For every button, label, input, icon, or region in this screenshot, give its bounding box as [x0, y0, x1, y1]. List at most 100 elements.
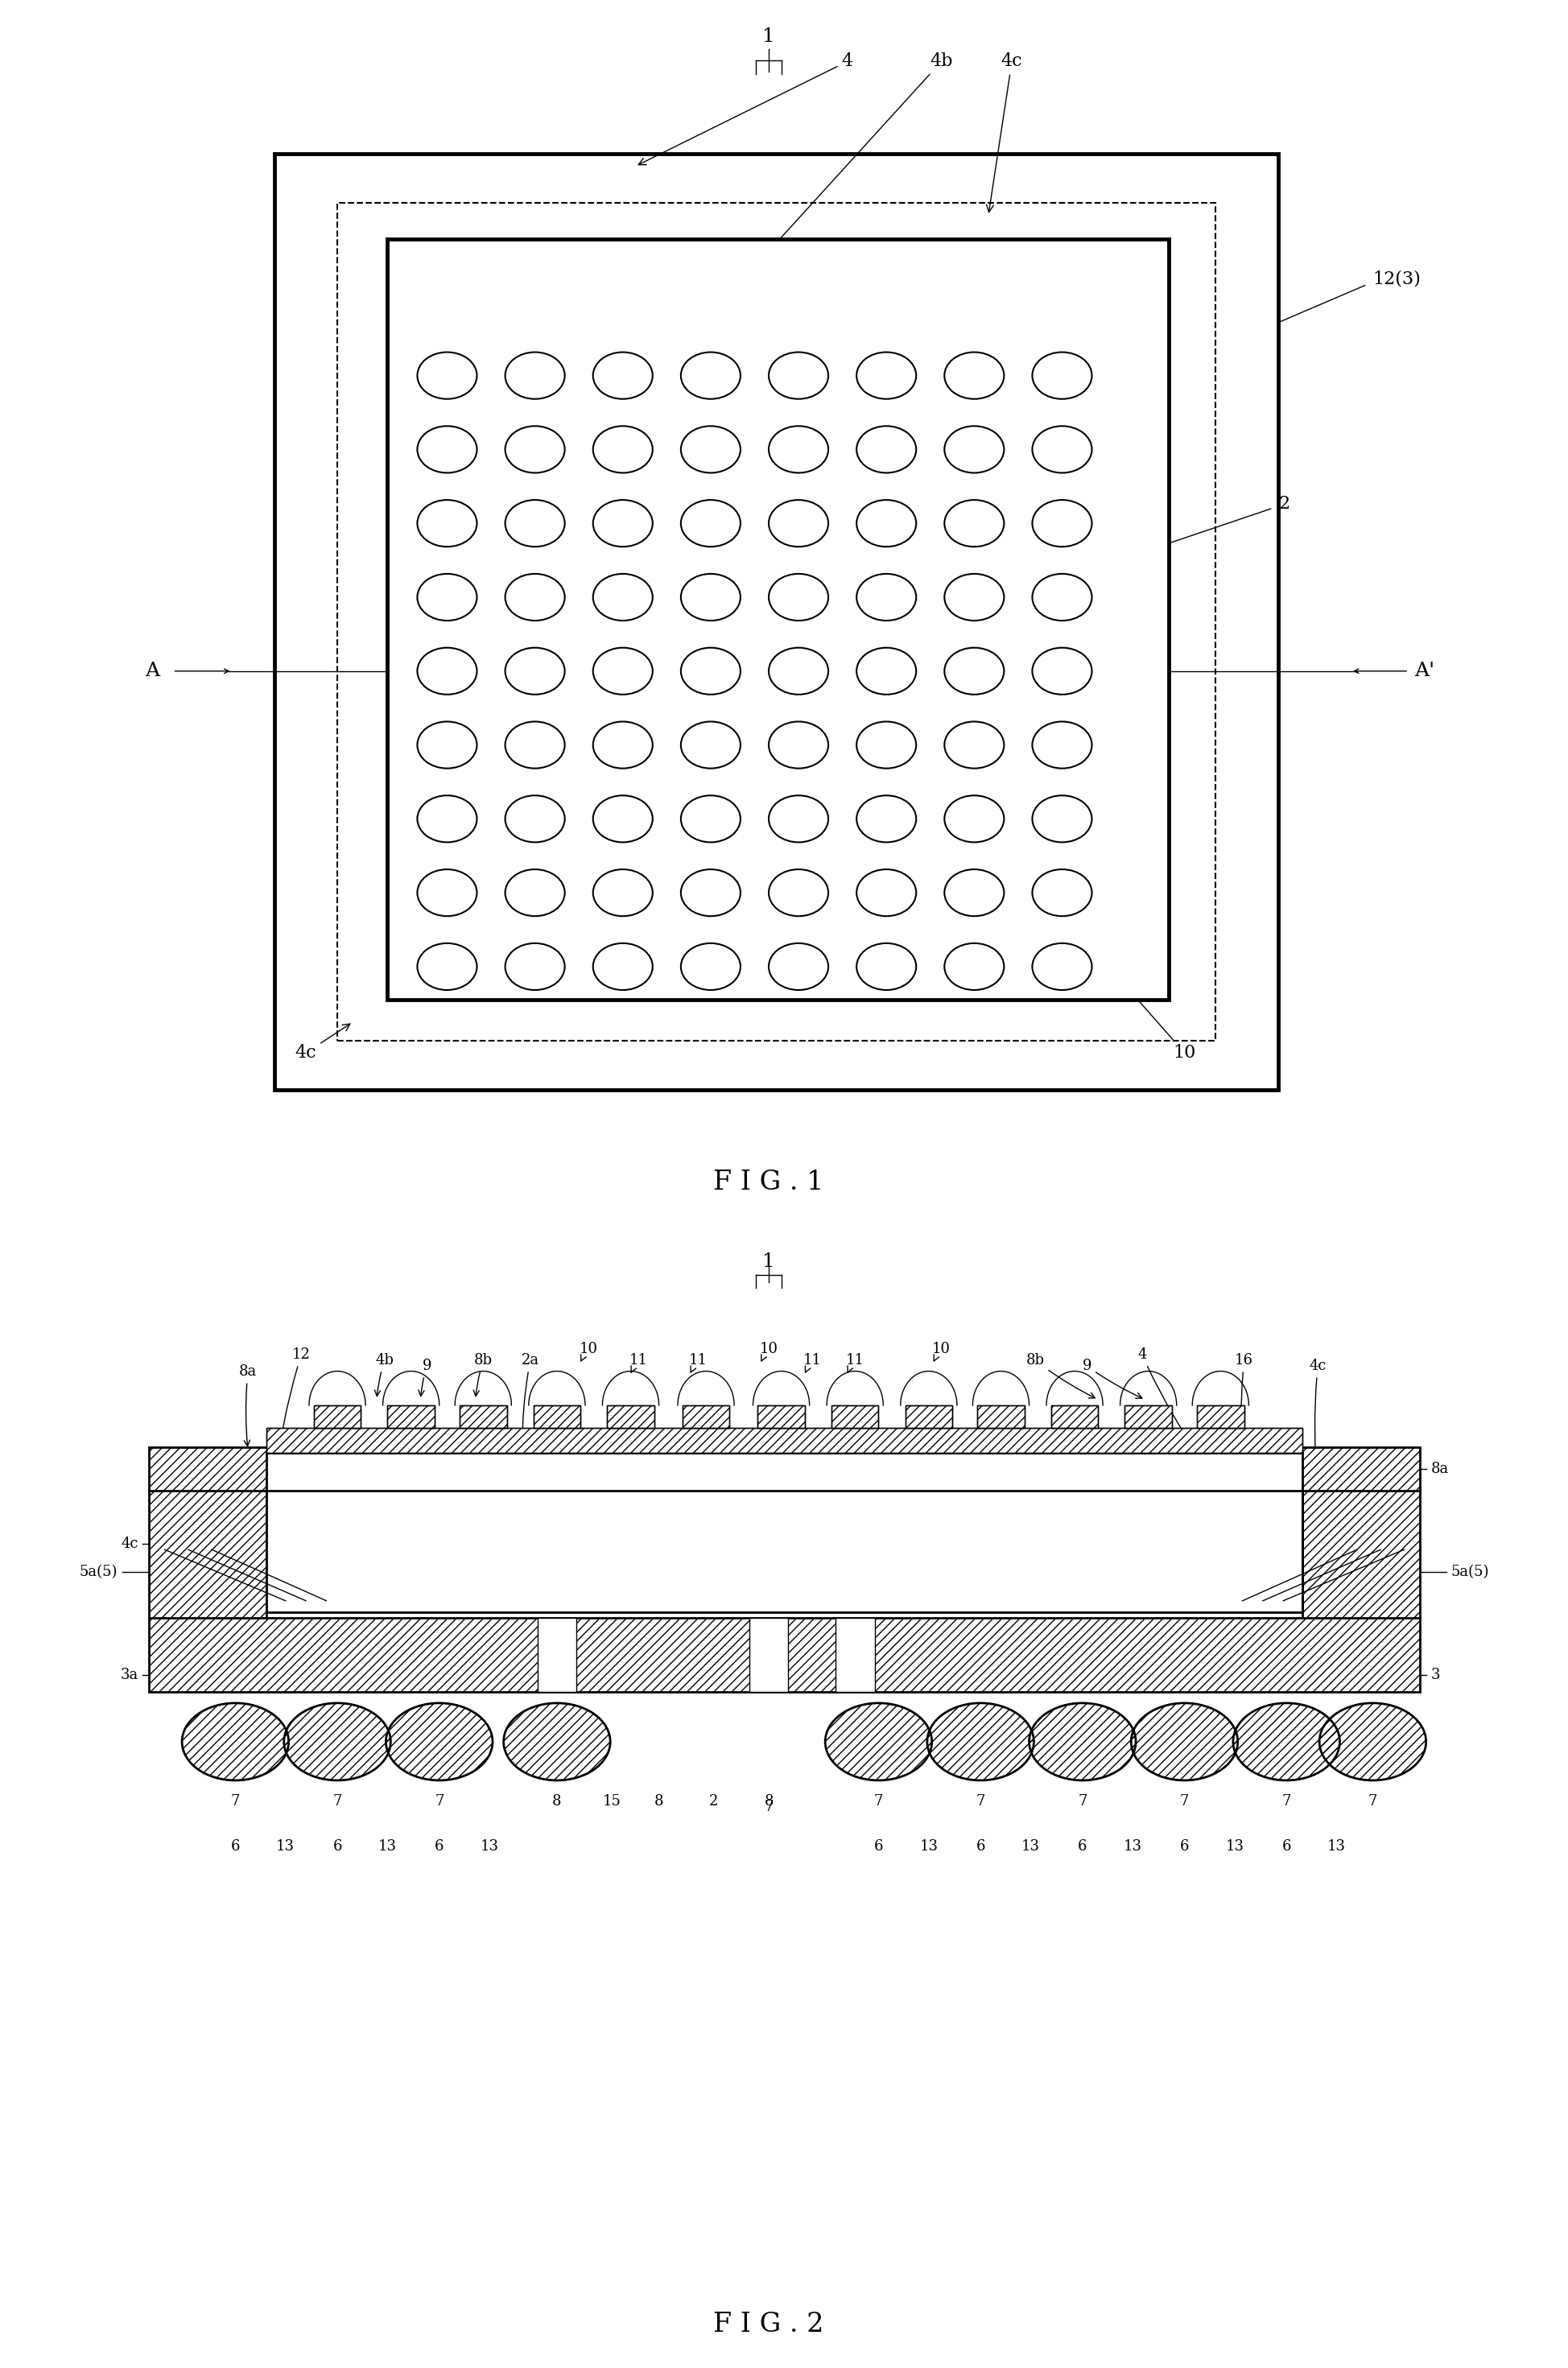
Text: 13: 13	[276, 1840, 295, 1854]
Bar	[533, 1404, 580, 1428]
Text: 7: 7	[975, 1795, 985, 1809]
Bar	[682, 1404, 729, 1428]
Bar	[267, 1428, 1301, 1454]
Text: 8a: 8a	[238, 1364, 257, 1447]
Bar	[836, 1617, 875, 1691]
Text: 5a(5): 5a(5)	[80, 1565, 118, 1579]
Text: 11: 11	[629, 1352, 648, 1373]
Text: 7: 7	[1179, 1795, 1189, 1809]
Text: 7: 7	[1077, 1795, 1087, 1809]
Text: 6: 6	[434, 1840, 444, 1854]
Text: 5a(5): 5a(5)	[1450, 1565, 1488, 1579]
Bar	[1301, 1489, 1419, 1617]
Bar	[149, 1617, 1419, 1691]
Bar	[314, 1404, 361, 1428]
Bar	[149, 1617, 1419, 1691]
Text: 6: 6	[1281, 1840, 1290, 1854]
Bar	[1124, 1404, 1171, 1428]
Bar	[149, 1447, 1419, 1489]
Bar	[533, 1404, 580, 1428]
Bar	[757, 1404, 804, 1428]
Text: 11: 11	[803, 1352, 822, 1373]
Bar	[905, 1404, 952, 1428]
Bar	[750, 1617, 787, 1691]
Circle shape	[1232, 1703, 1339, 1781]
Bar	[1124, 1404, 1171, 1428]
Text: 7: 7	[764, 1800, 773, 1814]
Text: 4: 4	[1137, 1347, 1206, 1466]
Circle shape	[182, 1703, 289, 1781]
Text: 4b: 4b	[770, 52, 952, 249]
Bar	[267, 1428, 1301, 1454]
Bar	[533, 1404, 580, 1428]
Bar	[1124, 1404, 1171, 1428]
Text: 2: 2	[709, 1795, 718, 1809]
Text: 8b: 8b	[474, 1352, 492, 1397]
Text: 13: 13	[1225, 1840, 1243, 1854]
Text: 3: 3	[1430, 1667, 1439, 1681]
Text: 4c: 4c	[295, 1023, 350, 1061]
Text: 13: 13	[480, 1840, 499, 1854]
Bar	[536, 1617, 577, 1691]
Text: 16: 16	[1234, 1352, 1253, 1482]
Bar	[267, 1428, 1301, 1454]
Text: F I G . 2: F I G . 2	[713, 2311, 823, 2337]
Bar	[1196, 1404, 1243, 1428]
Bar	[831, 1404, 878, 1428]
Bar	[387, 239, 1168, 999]
Text: 4c: 4c	[1308, 1359, 1327, 1482]
Circle shape	[1029, 1703, 1135, 1781]
Text: 1: 1	[762, 1253, 775, 1272]
Text: 13: 13	[919, 1840, 938, 1854]
Bar	[314, 1404, 361, 1428]
Bar	[905, 1404, 952, 1428]
Bar	[977, 1404, 1024, 1428]
Circle shape	[1319, 1703, 1425, 1781]
Text: 7: 7	[230, 1795, 240, 1809]
Text: 13: 13	[1123, 1840, 1142, 1854]
Bar	[149, 1489, 267, 1617]
Bar	[905, 1404, 952, 1428]
Bar	[607, 1404, 654, 1428]
Text: A: A	[144, 661, 160, 680]
Bar	[274, 154, 1278, 1089]
Text: 13: 13	[378, 1840, 397, 1854]
Bar	[459, 1404, 506, 1428]
Circle shape	[1131, 1703, 1237, 1781]
Text: 13: 13	[1021, 1840, 1040, 1854]
Text: 10: 10	[1123, 985, 1195, 1061]
Text: 6: 6	[1077, 1840, 1087, 1854]
Bar	[1301, 1489, 1419, 1617]
Text: 12(3): 12(3)	[1372, 270, 1421, 289]
Bar	[607, 1404, 654, 1428]
Text: 3a: 3a	[121, 1667, 138, 1681]
Bar	[1301, 1489, 1419, 1617]
Bar	[977, 1404, 1024, 1428]
Text: 4a: 4a	[773, 1525, 795, 1539]
Bar	[1051, 1404, 1098, 1428]
Circle shape	[927, 1703, 1033, 1781]
Bar	[1196, 1404, 1243, 1428]
Text: 10: 10	[759, 1343, 778, 1362]
Text: 4: 4	[638, 52, 853, 166]
Text: 11: 11	[688, 1352, 707, 1373]
Bar	[267, 1454, 1301, 1613]
Bar	[459, 1404, 506, 1428]
Text: F I G . 1: F I G . 1	[713, 1170, 823, 1196]
Bar	[757, 1404, 804, 1428]
Circle shape	[284, 1703, 390, 1781]
Bar	[757, 1404, 804, 1428]
Text: 2: 2	[1278, 495, 1289, 514]
Bar	[831, 1404, 878, 1428]
Text: 9: 9	[1082, 1359, 1142, 1399]
Bar	[387, 1404, 434, 1428]
Bar	[149, 1447, 1419, 1489]
Text: 15: 15	[602, 1795, 621, 1809]
Text: 13: 13	[1327, 1840, 1345, 1854]
Bar	[149, 1447, 1419, 1489]
Text: 8a: 8a	[1430, 1461, 1447, 1475]
Text: 8: 8	[764, 1795, 773, 1809]
Text: 8b: 8b	[1025, 1352, 1094, 1397]
Text: 9: 9	[419, 1359, 431, 1397]
Bar	[977, 1404, 1024, 1428]
